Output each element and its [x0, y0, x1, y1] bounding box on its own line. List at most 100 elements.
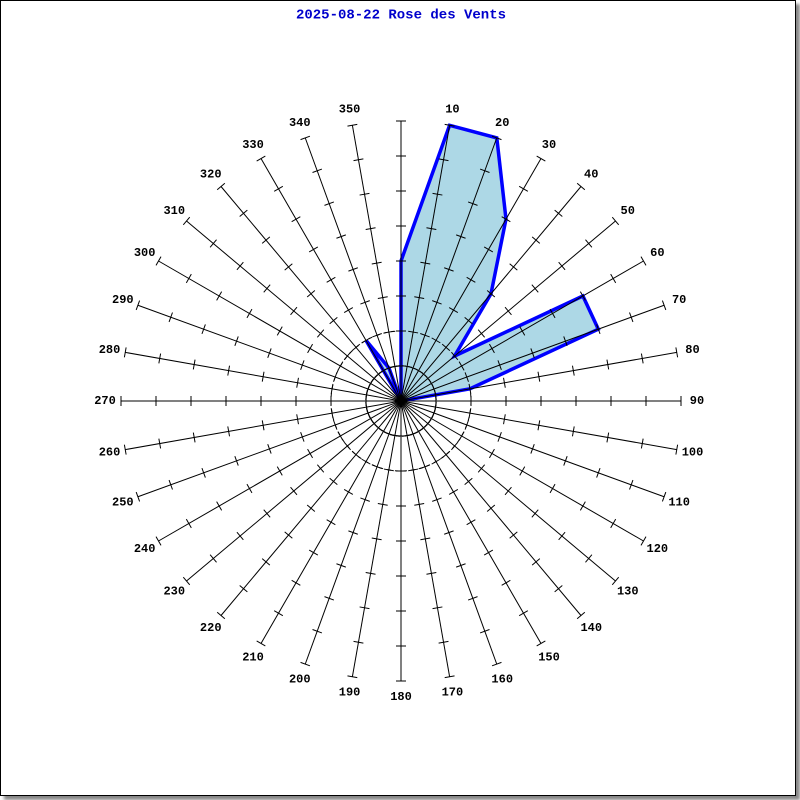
radial-tick [123, 444, 127, 455]
radial-tick [468, 408, 472, 419]
radial-tick [466, 519, 476, 526]
radial-tick [182, 216, 191, 226]
radial-tick [426, 571, 437, 575]
radial-tick [531, 284, 539, 293]
radial-tick [477, 464, 486, 473]
radial-tick [261, 558, 271, 566]
radial-tick [537, 420, 541, 431]
radial-tick [504, 306, 512, 316]
radial-tick [300, 432, 305, 442]
radial-tick [316, 329, 325, 338]
direction-label: 320 [200, 167, 222, 181]
radial-tick [296, 414, 299, 425]
radial-tick [444, 530, 454, 535]
direction-label: 300 [134, 246, 156, 260]
radial-tick [503, 377, 506, 388]
radial-tick [300, 360, 305, 370]
direction-label: 40 [584, 167, 598, 181]
radial-tick [389, 365, 400, 368]
radial-tick [549, 483, 556, 494]
radial-tick [519, 466, 526, 476]
radial-tick [337, 361, 344, 371]
radial-tick [464, 372, 469, 382]
radial-tick [531, 509, 539, 518]
radial-tick [308, 246, 319, 253]
radial-tick [661, 491, 667, 502]
radial-tick [296, 377, 299, 388]
radial-tick [531, 558, 541, 566]
radial-tick [307, 343, 314, 354]
radial-tick [579, 291, 586, 301]
radial-tick [675, 347, 679, 358]
radial-tick [468, 383, 472, 394]
radial-tick [585, 554, 593, 563]
radial-tick [426, 227, 437, 231]
radial-tick [536, 640, 546, 647]
radial-tick [347, 123, 358, 127]
direction-label: 60 [650, 246, 664, 260]
radial-tick [371, 261, 382, 265]
radial-tick [326, 276, 336, 283]
radial-tick [537, 371, 541, 382]
radial-tick [307, 448, 314, 459]
radial-tick [640, 536, 647, 546]
radial-tick [488, 343, 495, 354]
radial-tick [579, 501, 586, 511]
radial-tick [530, 348, 535, 358]
radial-tick [261, 236, 271, 244]
radial-tick [509, 531, 518, 539]
radial-tick [377, 296, 388, 299]
radial-tick [246, 308, 253, 319]
radial-tick [239, 209, 248, 217]
radial-tick [444, 267, 454, 272]
radial-tick [596, 324, 601, 335]
radial-tick [563, 336, 568, 347]
radial-tick [256, 155, 266, 162]
radial-tick [185, 518, 192, 529]
radial-tick [158, 438, 162, 449]
direction-label: 210 [242, 651, 264, 665]
radial-tick [444, 675, 455, 679]
radial-tick [432, 606, 443, 610]
direction-label: 250 [112, 495, 134, 509]
radial-tick [501, 579, 511, 586]
radial-tick [276, 326, 283, 336]
radial-tick [629, 479, 634, 490]
radial-tick [420, 333, 430, 338]
radial-tick [611, 576, 620, 586]
radial-tick [519, 326, 526, 336]
radial-tick [438, 158, 449, 162]
radial-tick [640, 256, 647, 266]
radial-tick [491, 661, 502, 667]
radial-tick [483, 549, 494, 556]
radial-tick [408, 330, 419, 334]
radial-tick [256, 640, 266, 647]
direction-label: 50 [621, 204, 635, 218]
radial-tick [629, 312, 634, 323]
direction-label: 180 [390, 690, 412, 704]
direction-label: 90 [690, 394, 704, 408]
radial-tick [234, 336, 239, 347]
radial-tick [414, 503, 425, 506]
radial-tick [158, 353, 162, 364]
radial-tick [353, 640, 364, 644]
radial-tick [267, 444, 272, 454]
radial-tick [558, 531, 566, 541]
radial-tick [571, 365, 575, 376]
radial-tick [192, 359, 196, 370]
radial-tick [383, 330, 394, 334]
radial-tick [359, 192, 370, 196]
radial-tick [466, 276, 476, 283]
radial-tick [458, 361, 465, 371]
direction-label: 130 [617, 584, 639, 598]
radial-tick [491, 135, 502, 141]
radial-tick [353, 158, 364, 162]
radial-tick [408, 468, 419, 472]
radial-tick [361, 458, 371, 465]
radial-tick [216, 182, 226, 191]
radial-tick [360, 497, 370, 502]
radial-tick [441, 451, 451, 459]
radial-tick [444, 123, 455, 127]
radial-tick [675, 444, 679, 455]
radial-tick [326, 519, 336, 526]
